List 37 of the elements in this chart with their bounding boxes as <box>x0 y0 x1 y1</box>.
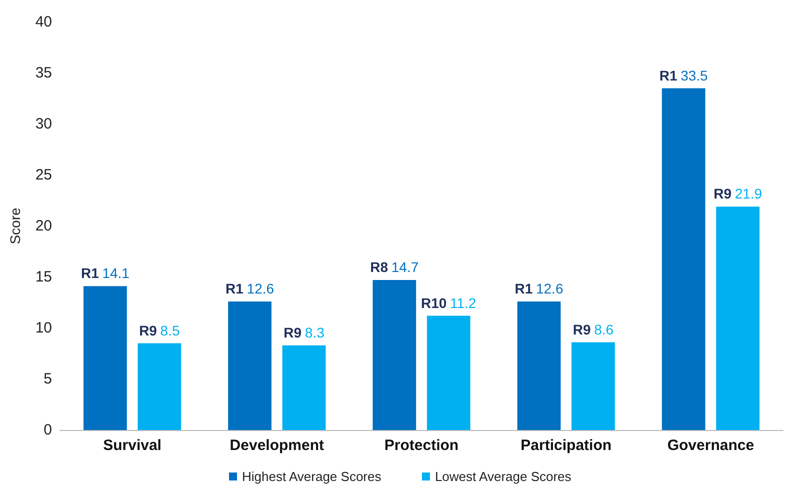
data-label: R9 8.6 <box>572 321 614 338</box>
legend-label: Highest Average Scores <box>242 469 382 484</box>
data-label: R1 33.5 <box>659 67 708 84</box>
y-tick-label: 10 <box>35 320 52 336</box>
bar <box>426 316 470 430</box>
x-tick-label: Development <box>230 437 324 454</box>
y-tick-label: 20 <box>35 218 52 234</box>
bar <box>138 343 182 430</box>
bar <box>282 345 326 430</box>
x-tick-label: Participation <box>520 437 612 454</box>
data-label: R1 12.6 <box>226 280 274 296</box>
data-label: R9 8.5 <box>139 322 180 338</box>
bar <box>662 88 706 430</box>
y-tick-label: 0 <box>44 422 52 438</box>
y-tick-label: 35 <box>35 64 52 82</box>
x-tick-label: Survival <box>103 437 162 454</box>
x-tick-label: Protection <box>384 437 459 454</box>
data-label: R1 14.1 <box>80 265 130 282</box>
bar <box>84 286 127 430</box>
y-tick-label: 15 <box>35 268 52 286</box>
data-label: R8 14.7 <box>370 259 419 276</box>
y-tick-label: 30 <box>35 116 52 132</box>
bar <box>716 206 760 430</box>
y-tick-label: 5 <box>44 370 52 388</box>
bar <box>228 301 272 430</box>
bar <box>372 280 416 430</box>
y-tick-label: 40 <box>35 14 52 30</box>
data-label: R10 11.2 <box>420 294 476 311</box>
y-axis-title: Score <box>7 208 23 244</box>
data-label: R9 21.9 <box>714 186 762 202</box>
x-tick-label: Governance <box>667 437 754 454</box>
data-label: R1 12.6 <box>514 280 564 296</box>
bar <box>517 301 561 430</box>
data-label: R9 8.3 <box>284 324 325 340</box>
legend-label: Lowest Average Scores <box>434 469 572 484</box>
bar <box>572 342 615 430</box>
y-tick-label: 25 <box>35 166 52 184</box>
